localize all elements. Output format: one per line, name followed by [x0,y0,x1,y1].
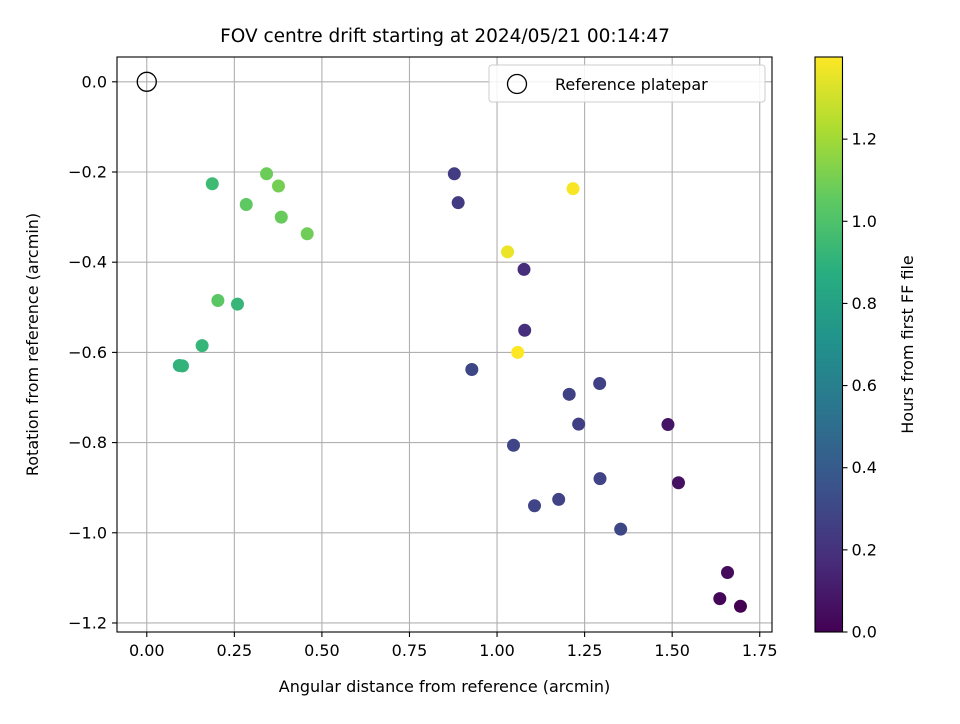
scatter-point [593,377,607,391]
x-tick-label: 1.50 [654,641,690,660]
scatter-point [528,499,542,513]
scatter-point [661,418,675,432]
scatter-point [562,387,576,401]
y-tick-label: 0.0 [82,72,107,91]
scatter-point [465,363,479,377]
plot-frame [116,56,773,633]
scatter-point [671,476,685,490]
scatter-point [260,167,274,181]
scatter-point [518,323,532,337]
scatter-point [205,177,219,191]
colorbar-tick-label: 0.8 [852,294,877,313]
scatter-point [566,182,580,196]
scatter-point [552,492,566,506]
scatter-point [507,438,521,452]
y-tick-label: −0.6 [68,343,107,362]
legend-label: Reference platepar [555,75,708,94]
colorbar-label: Hours from first FF file [898,255,917,434]
y-tick-label: −1.2 [68,613,107,632]
scatter-point [195,339,209,353]
y-tick-label: −0.8 [68,433,107,452]
legend-marker [506,73,528,95]
x-tick-label: 1.00 [479,641,515,660]
y-tick-label: −1.0 [68,523,107,542]
scatter-point [614,522,628,536]
scatter-point [176,359,189,373]
x-tick-label: 0.25 [217,641,253,660]
legend: Reference platepar [488,64,766,103]
y-tick-label: −0.4 [68,253,107,272]
colorbar-frame [814,56,844,633]
scatter-point [447,167,461,181]
colorbar-tick-label: 1.0 [852,212,877,231]
colorbar-gradient [815,57,843,632]
colorbar: 0.0 0.2 0.4 0.6 0.8 1.0 1.2 Hours from first F… [814,56,917,642]
scatter-point [517,262,531,276]
y-axis-ticks: 0.0 −0.2 −0.4 −0.6 −0.8 −1.0 −1.2 [68,72,117,632]
grid-lines [117,57,772,632]
colorbar-tick-label: 0.2 [852,540,877,559]
data-points [136,71,747,613]
x-axis-ticks: 0.00 0.25 0.50 0.75 1.00 1.25 1.50 1.75 [129,632,778,660]
scatter-point [501,245,515,259]
x-tick-label: 0.75 [392,641,428,660]
scatter-point [230,297,244,311]
y-tick-label: −0.2 [68,163,107,182]
scatter-point [572,417,586,431]
scatter-point [239,197,253,211]
colorbar-ticks: 0.0 0.2 0.4 0.6 0.8 1.0 1.2 [842,130,877,642]
x-tick-label: 0.50 [304,641,340,660]
colorbar-tick-label: 0.4 [852,458,877,477]
x-tick-label: 1.75 [742,641,778,660]
scatter-point [274,210,288,224]
scatter-point [300,227,314,241]
legend-box [488,64,766,103]
scatter-point [733,599,747,613]
scatter-point [721,565,735,579]
colorbar-tick-label: 0.0 [852,623,877,642]
x-tick-label: 0.00 [129,641,165,660]
colorbar-tick-label: 0.6 [852,376,877,395]
y-axis-label: Rotation from reference (arcmin) [23,213,42,476]
scatter-point [593,472,607,486]
scatter-point [511,345,525,359]
x-axis-label: Angular distance from reference (arcmin) [279,677,610,696]
scatter-point [271,179,285,193]
scatter-point [451,196,465,210]
colorbar-tick-label: 1.2 [852,130,877,149]
scatter-point [211,294,225,308]
chart-title: FOV centre drift starting at 2024/05/21 … [220,26,670,47]
x-tick-label: 1.25 [567,641,603,660]
scatter-point [713,592,727,606]
reference-point-marker [136,71,157,92]
